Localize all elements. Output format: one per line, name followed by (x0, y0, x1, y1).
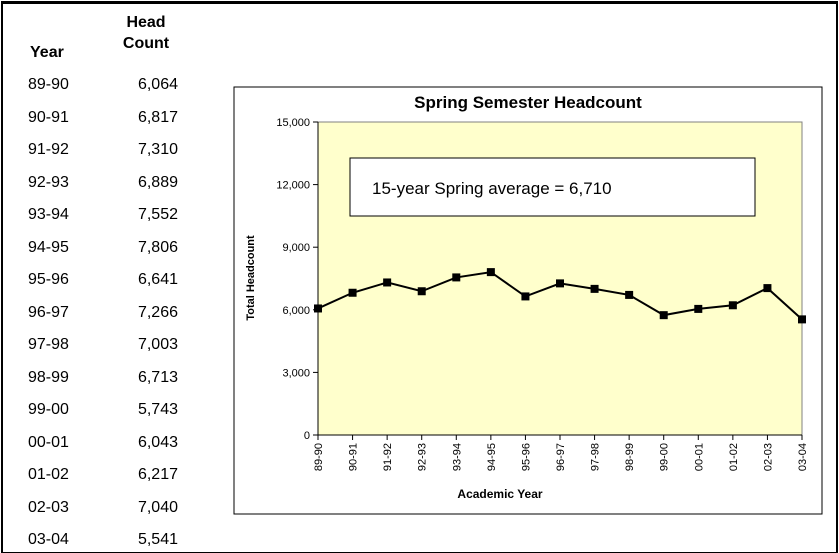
data-point (486, 268, 495, 277)
cell-count: 7,266 (137, 303, 178, 321)
cell-year: 96-97 (28, 303, 69, 321)
cell-year: 89-90 (28, 76, 69, 93)
y-tick-label: 12,000 (276, 180, 310, 192)
cell-count: 7,310 (137, 141, 178, 158)
cell-year: 03-04 (28, 531, 69, 548)
x-tick-label: 92-93 (417, 443, 429, 471)
y-tick-label: 15,000 (276, 117, 310, 129)
cell-count: 6,043 (137, 433, 178, 451)
data-point (452, 273, 461, 282)
cell-count: 6,641 (137, 271, 178, 288)
cell-year: 99-00 (28, 401, 69, 418)
cell-count: 5,743 (137, 401, 178, 418)
x-tick-label: 95-96 (520, 443, 532, 471)
x-tick-label: 90-91 (348, 443, 360, 471)
header-count: Head Count (122, 14, 170, 52)
x-tick-label: 97-98 (590, 443, 602, 471)
data-point (348, 288, 357, 297)
x-tick-label: 89-90 (313, 443, 325, 471)
data-point (521, 292, 530, 301)
cell-year: 01-02 (28, 466, 69, 483)
cell-year: 97-98 (28, 336, 69, 353)
data-point (798, 315, 806, 324)
y-tick-label: 6,000 (282, 305, 310, 317)
annotation-box (349, 157, 756, 217)
cell-count: 7,003 (137, 336, 178, 353)
cell-year: 90-91 (28, 108, 69, 126)
x-tick-label: 93-94 (451, 443, 463, 471)
data-point (728, 301, 737, 310)
cell-count: 7,806 (137, 238, 178, 256)
data-point (625, 290, 634, 299)
y-tick-label: 3,000 (282, 367, 310, 379)
data-point (694, 304, 703, 313)
cell-year: 93-94 (28, 206, 69, 223)
cell-year: 00-01 (28, 433, 69, 451)
x-tick-label: 98-99 (624, 443, 636, 471)
x-axis-label: Academic Year (457, 487, 543, 501)
data-point (417, 287, 426, 296)
cell-year: 94-95 (28, 238, 69, 256)
cell-count: 6,217 (137, 466, 178, 483)
x-tick-label: 02-03 (762, 443, 774, 471)
cell-year: 02-03 (28, 498, 69, 516)
header-year: Year (30, 44, 64, 61)
data-point (590, 284, 599, 293)
cell-year: 92-93 (28, 173, 69, 191)
y-tick-label: 9,000 (282, 242, 310, 254)
cell-count: 6,064 (137, 76, 178, 93)
x-tick-label: 01-02 (728, 443, 740, 471)
cell-count: 6,713 (137, 368, 178, 386)
data-point (383, 278, 392, 287)
x-tick-label: 94-95 (486, 443, 498, 471)
x-tick-label: 96-97 (555, 443, 567, 471)
y-tick-label: 0 (304, 430, 310, 442)
cell-count: 7,552 (137, 206, 178, 223)
cell-year: 98-99 (28, 368, 69, 386)
y-axis-label: Total Headcount (245, 235, 257, 321)
x-tick-label: 00-01 (693, 443, 705, 471)
annotation: 15-year Spring average = 6,710 (372, 179, 612, 198)
cell-count: 6,889 (137, 173, 178, 191)
chart-title: Spring Semester Headcount (414, 93, 642, 112)
cell-count: 6,817 (137, 108, 178, 126)
data-point (314, 304, 322, 313)
x-tick-label: 91-92 (382, 443, 394, 471)
data-point (659, 311, 668, 320)
x-tick-label: 99-00 (659, 443, 671, 471)
cell-count: 5,541 (137, 531, 178, 548)
data-point (556, 279, 564, 288)
cell-count: 7,040 (137, 498, 178, 516)
x-tick-label: 03-04 (797, 443, 809, 471)
data-point (763, 284, 772, 293)
cell-year: 95-96 (28, 271, 69, 288)
cell-year: 91-92 (28, 141, 69, 158)
